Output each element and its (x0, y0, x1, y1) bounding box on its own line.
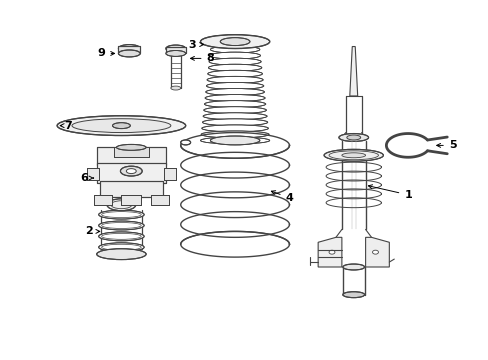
Bar (165, 46, 185, 53)
Ellipse shape (346, 135, 360, 140)
Ellipse shape (200, 137, 269, 144)
Bar (113, 147, 149, 157)
Text: 7: 7 (60, 121, 72, 131)
Ellipse shape (99, 232, 144, 241)
Bar (87, 168, 99, 180)
Ellipse shape (57, 116, 185, 135)
Text: 9: 9 (98, 49, 114, 58)
Bar (97, 163, 165, 183)
Ellipse shape (338, 134, 368, 141)
Ellipse shape (170, 86, 181, 90)
Bar (87, 168, 99, 180)
Ellipse shape (328, 250, 334, 254)
Bar (94, 195, 111, 205)
Ellipse shape (205, 89, 264, 95)
Ellipse shape (112, 123, 130, 129)
Ellipse shape (203, 107, 266, 114)
Ellipse shape (341, 153, 365, 158)
Ellipse shape (181, 140, 190, 145)
Text: 1: 1 (367, 185, 411, 200)
Bar (121, 195, 141, 205)
Ellipse shape (372, 250, 378, 254)
Text: 8: 8 (190, 53, 214, 63)
Bar (163, 168, 175, 180)
Bar (121, 195, 141, 205)
Ellipse shape (99, 243, 144, 252)
Polygon shape (365, 237, 388, 267)
Text: 2: 2 (85, 226, 100, 237)
Bar (118, 46, 140, 53)
Text: 3: 3 (188, 40, 203, 50)
Ellipse shape (208, 64, 261, 71)
Bar (100, 181, 163, 197)
Bar (151, 195, 168, 205)
Ellipse shape (210, 46, 259, 53)
Bar (163, 168, 175, 180)
Ellipse shape (203, 113, 266, 120)
Ellipse shape (165, 45, 185, 52)
Bar (100, 181, 163, 197)
Bar (165, 46, 185, 53)
Ellipse shape (99, 210, 144, 219)
Ellipse shape (201, 131, 268, 138)
Ellipse shape (99, 221, 144, 230)
Ellipse shape (209, 52, 260, 59)
Bar (97, 147, 165, 165)
Ellipse shape (204, 95, 264, 102)
Text: 6: 6 (80, 173, 93, 183)
Polygon shape (349, 46, 357, 96)
Bar (151, 195, 168, 205)
Ellipse shape (120, 166, 142, 176)
Ellipse shape (118, 45, 140, 53)
Ellipse shape (210, 136, 259, 145)
Ellipse shape (116, 144, 146, 150)
Ellipse shape (200, 35, 269, 49)
Bar (94, 195, 111, 205)
Ellipse shape (107, 199, 136, 211)
Ellipse shape (204, 100, 265, 108)
Ellipse shape (126, 168, 136, 174)
Ellipse shape (324, 149, 383, 161)
Polygon shape (318, 237, 341, 267)
Ellipse shape (220, 38, 249, 46)
Ellipse shape (97, 249, 146, 260)
Bar (113, 147, 149, 157)
Ellipse shape (342, 264, 364, 270)
Bar (118, 46, 140, 53)
Text: 4: 4 (271, 191, 293, 203)
Text: 5: 5 (436, 140, 455, 150)
Ellipse shape (118, 50, 140, 57)
Ellipse shape (209, 58, 261, 65)
Ellipse shape (202, 125, 268, 132)
Ellipse shape (165, 50, 185, 57)
Ellipse shape (72, 119, 170, 132)
Ellipse shape (342, 292, 364, 298)
Ellipse shape (202, 119, 267, 126)
Bar (97, 147, 165, 165)
Ellipse shape (207, 76, 263, 83)
Bar (97, 163, 165, 183)
Ellipse shape (206, 82, 263, 89)
Ellipse shape (207, 70, 262, 77)
